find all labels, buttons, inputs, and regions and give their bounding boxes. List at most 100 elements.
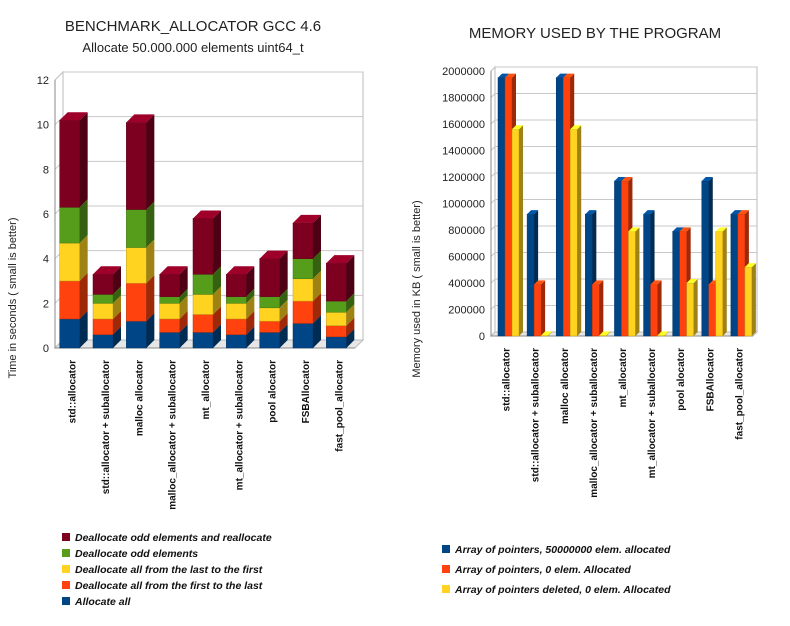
chart1-legend-item: Deallocate all from the first to the las…: [62, 580, 263, 592]
chart1-legend-swatch: [62, 549, 70, 557]
chart2-x-tick-label: fast_pool_allocator: [734, 348, 745, 440]
chart2-gridline-side: [490, 66, 496, 72]
chart1-bar-deallocate-odd-elements-and-reallocate: [159, 266, 188, 297]
chart2-gridline-side: [490, 146, 496, 151]
benchmark-time-chart: BENCHMARK_ALLOCATOR GCC 4.6 Allocate 50.…: [7, 18, 365, 608]
chart1-y-tick-label: 6: [43, 209, 49, 221]
chart1-legend-label: Deallocate odd elements: [75, 548, 198, 560]
chart1-legend-label: Deallocate all from the last to the firs…: [75, 564, 263, 576]
chart1-legend-swatch: [62, 581, 70, 589]
chart1-legend-item: Deallocate odd elements and reallocate: [62, 532, 272, 544]
chart1-legend-swatch: [62, 565, 70, 573]
chart2-bar-array-of-pointers-deleted-0-elem-allocated: [511, 125, 523, 337]
chart1-bar-deallocate-odd-elements-and-reallocate: [126, 114, 155, 210]
chart1-y-axis-label: Time in seconds ( small is better): [7, 218, 19, 379]
chart2-gridline-side: [490, 305, 496, 310]
chart2-legend-label: Array of pointers, 50000000 elem. alloca…: [454, 544, 671, 556]
chart2-bar-array-of-pointers-0-elem-allocated: [592, 280, 604, 337]
chart2-y-tick-label: 2000000: [442, 66, 485, 78]
chart1-bar-deallocate-odd-elements-and-reallocate: [59, 112, 88, 208]
chart1-legend-item: Deallocate odd elements: [62, 548, 198, 560]
chart1-legend-label: Deallocate odd elements and reallocate: [75, 532, 272, 544]
chart1-x-tick-label: FSBAllocator: [301, 360, 312, 423]
chart1-x-tick-label: malloc_allocator + suballocator: [168, 360, 179, 510]
chart2-legend-label: Array of pointers deleted, 0 elem. Alloc…: [454, 584, 671, 596]
chart1-x-tick-label: mt_allocator + suballocator: [234, 360, 245, 490]
chart2-bar-array-of-pointers-0-elem-allocated: [650, 280, 662, 337]
chart1-legend-swatch: [62, 533, 70, 541]
chart1-gridline-side: [54, 116, 64, 126]
chart2-gridline-side: [490, 172, 496, 178]
chart2-title: MEMORY USED BY THE PROGRAM: [469, 25, 721, 42]
chart1-y-tick-label: 10: [37, 120, 49, 132]
chart1-y-tick-label: 8: [43, 164, 49, 176]
chart2-bar-array-of-pointers-deleted-0-elem-allocated: [628, 227, 640, 337]
chart1-gridline-side: [54, 71, 64, 81]
chart2-x-tick-label: malloc allocator: [560, 348, 571, 424]
chart2-y-tick-label: 1000000: [442, 199, 485, 211]
chart2-x-tick-label: std::allocator: [502, 348, 513, 411]
chart1-x-tick-label: pool alocator: [268, 360, 279, 423]
chart2-bar-array-of-pointers-deleted-0-elem-allocated: [569, 125, 582, 337]
chart2-legend: Array of pointers, 50000000 elem. alloca…: [442, 544, 671, 596]
chart2-legend-swatch: [442, 545, 450, 553]
chart1-x-tick-label: malloc allocator: [134, 360, 145, 436]
chart1-bar-deallocate-odd-elements-and-reallocate: [292, 214, 321, 259]
chart1-bar-deallocate-odd-elements-and-reallocate: [259, 250, 288, 297]
chart1-legend: Deallocate odd elements and reallocate De…: [62, 532, 272, 608]
chart1-legend-item: Deallocate all from the last to the firs…: [62, 564, 263, 576]
chart1-legend-label: Deallocate all from the first to the las…: [75, 580, 263, 592]
chart1-bar-deallocate-odd-elements-and-reallocate: [326, 255, 355, 302]
chart2-legend-item: Array of pointers, 0 elem. Allocated: [442, 564, 631, 576]
chart2-y-tick-label: 800000: [448, 225, 485, 237]
chart2-x-tick-label: FSBAllocator: [705, 348, 716, 411]
chart1-bar-deallocate-odd-elements-and-reallocate: [226, 266, 255, 297]
chart1-y-tick-label: 4: [43, 254, 49, 266]
chart2-bar-array-of-pointers-deleted-0-elem-allocated: [744, 263, 756, 337]
chart2-y-tick-label: 1800000: [442, 93, 485, 105]
chart1-legend-swatch: [62, 597, 70, 605]
chart2-y-tick-label: 1600000: [442, 119, 485, 131]
chart1-x-tick-label: std::allocator: [68, 360, 79, 423]
chart2-gridline-side: [490, 199, 496, 204]
chart2-x-tick-label: std::allocator + suballocator: [531, 348, 542, 482]
chart2-x-tick-label: mt_allocator + suballocator: [647, 348, 658, 478]
chart2-plot-area: 0 200000 400000 600000 800000 1000000 1200000 1…: [442, 65, 759, 498]
chart2-bar-array-of-pointers-0-elem-allocated: [533, 280, 546, 337]
chart1-x-tick-label: fast_pool_allocator: [334, 360, 345, 452]
chart2-bar-array-of-pointers-deleted-0-elem-allocated: [540, 331, 553, 337]
chart1-bar-deallocate-odd-elements-and-reallocate: [192, 210, 221, 275]
chart2-legend-swatch: [442, 565, 450, 573]
chart2-y-tick-label: 600000: [448, 252, 485, 264]
chart2-x-tick-label: pool alocator: [676, 348, 687, 411]
chart2-bar-array-of-pointers-deleted-0-elem-allocated: [686, 279, 698, 337]
chart2-gridline-side: [490, 93, 496, 98]
chart2-y-axis-label: Memory used in KB ( small is better): [411, 200, 423, 377]
chart2-y-tick-label: 1400000: [442, 146, 485, 158]
chart1-title: BENCHMARK_ALLOCATOR GCC 4.6: [65, 18, 321, 35]
chart2-legend-item: Array of pointers deleted, 0 elem. Alloc…: [442, 584, 671, 596]
chart2-x-tick-label: mt_allocator: [618, 348, 629, 408]
chart2-legend-swatch: [442, 585, 450, 593]
chart2-y-tick-label: 400000: [448, 278, 485, 290]
chart1-y-tick-label: 12: [37, 75, 49, 87]
chart1-bar-deallocate-odd-elements-and-reallocate: [92, 266, 121, 295]
chart1-x-tick-label: mt_allocator: [201, 360, 212, 420]
chart2-y-tick-label: 1200000: [442, 172, 485, 184]
chart2-legend-item: Array of pointers, 50000000 elem. alloca…: [442, 544, 671, 556]
chart2-bar-array-of-pointers-deleted-0-elem-allocated: [715, 227, 727, 337]
chart2-x-tick-label: malloc_allocator + suballocator: [589, 348, 600, 498]
chart1-y-tick-label: 0: [43, 343, 49, 355]
chart1-subtitle: Allocate 50.000.000 elements uint64_t: [82, 40, 304, 55]
chart1-legend-label: Allocate all: [74, 596, 132, 608]
chart2-gridline-side: [490, 119, 496, 125]
chart1-x-tick-label: std::allocator + suballocator: [101, 360, 112, 494]
chart2-y-tick-label: 0: [479, 331, 485, 343]
chart2-bar-array-of-pointers-deleted-0-elem-allocated: [599, 331, 611, 337]
chart1-y-tick-label: 2: [43, 298, 49, 310]
chart2-y-tick-label: 200000: [448, 305, 485, 317]
chart2-gridline-side: [490, 278, 496, 284]
chart2-bar-array-of-pointers-deleted-0-elem-allocated: [657, 331, 669, 337]
